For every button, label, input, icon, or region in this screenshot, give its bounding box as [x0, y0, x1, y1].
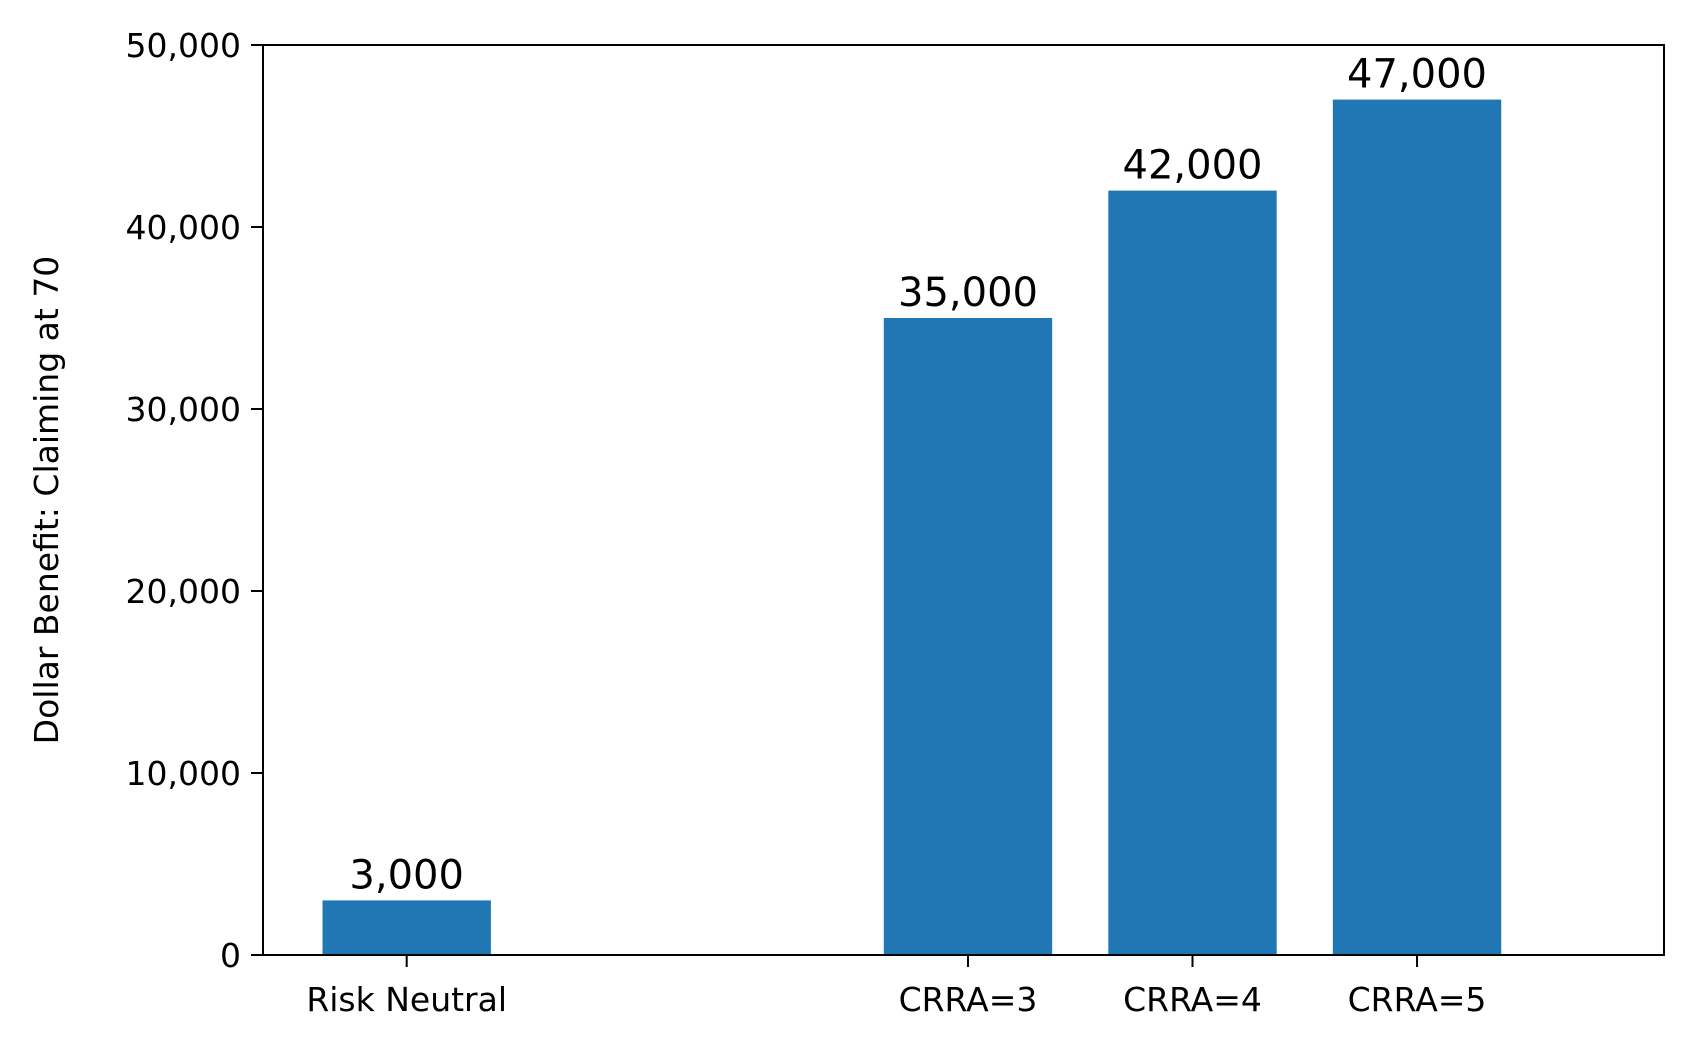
axes-layer [251, 44, 1665, 967]
x-tick-label-2: CRRA=3 [899, 980, 1038, 1019]
x-tick-label-4: CRRA=5 [1348, 980, 1487, 1019]
bar-1 [322, 900, 491, 955]
bars-layer [322, 99, 1502, 956]
data-label-3: 42,000 [1123, 143, 1263, 189]
data-label-2: 35,000 [898, 270, 1038, 316]
x-tick-label-1: Risk Neutral [306, 980, 507, 1019]
data-label-4: 47,000 [1347, 52, 1487, 98]
bar-2 [883, 318, 1053, 955]
y-tick-label-4: 30,000 [126, 390, 241, 429]
y-axis-label: Dollar Benefit: Claiming at 70 [27, 256, 66, 745]
y-tick-label-5: 40,000 [126, 208, 241, 247]
x-tick-label-3: CRRA=4 [1123, 980, 1262, 1019]
y-tick-label-2: 10,000 [126, 754, 241, 793]
data-label-1: 3,000 [349, 852, 464, 898]
plot-frame [262, 44, 1665, 956]
bar-3 [1108, 190, 1277, 956]
y-tick-label-6: 50,000 [126, 26, 241, 65]
y-tick-label-1: 0 [220, 936, 241, 975]
bar-4 [1332, 99, 1502, 956]
labels-layer: 3,000 35,000 42,000 47,000 0 10,000 20,000 30,0… [126, 26, 1487, 1019]
y-tick-label-3: 20,000 [126, 572, 241, 611]
